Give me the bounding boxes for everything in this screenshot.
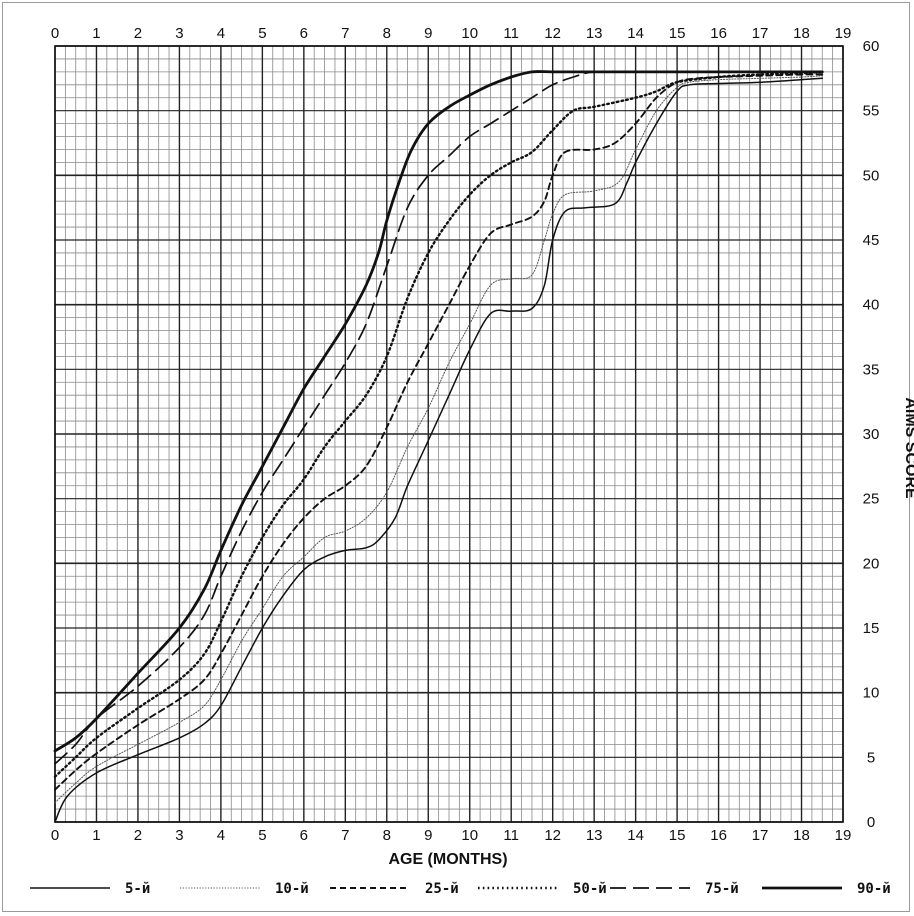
bottom-x-tick-label: 0 [51,827,59,844]
top-x-tick-label: 18 [793,25,810,42]
bottom-x-tick-label: 6 [300,827,308,844]
legend-label-0: 5-й [125,881,150,897]
top-x-tick-label: 16 [710,25,727,42]
bottom-x-tick-label: 12 [544,827,561,844]
y-axis-title: AIMS SCORE [902,397,914,499]
y-tick-label: 20 [863,555,880,572]
top-x-tick-label: 1 [92,25,100,42]
top-x-tick-label: 12 [544,25,561,42]
series-line-5 [53,70,824,753]
top-x-tick-label: 3 [175,25,183,42]
top-x-tick-label: 8 [383,25,391,42]
legend-label-3: 50-й [573,881,607,897]
y-tick-label: 25 [863,491,880,508]
bottom-x-tick-label: 3 [175,827,183,844]
top-x-tick-label: 7 [341,25,349,42]
top-x-tick-label: 0 [51,25,59,42]
legend-label-1: 10-й [275,881,309,897]
y-tick-label: 10 [863,685,880,702]
y-tick-label: 60 [863,38,880,55]
bottom-x-tick-label: 16 [710,827,727,844]
top-x-tick-label: 14 [627,25,644,42]
top-x-tick-label: 11 [503,25,519,42]
legend-label-5: 90-й [857,881,891,897]
top-x-tick-label: 2 [134,25,142,42]
series-line-3 [53,70,824,778]
legend-label-2: 25-й [425,881,459,897]
bottom-x-tick-label: 17 [752,827,769,844]
bottom-x-tick-label: 2 [134,827,142,844]
bottom-x-tick-label: 18 [793,827,810,844]
bottom-x-tick-label: 13 [586,827,603,844]
bottom-x-tick-label: 11 [503,827,519,844]
bottom-x-tick-label: 4 [217,827,225,844]
legend-label-4: 75-й [705,881,739,897]
top-x-tick-label: 5 [258,25,266,42]
bottom-x-tick-label: 14 [627,827,644,844]
bottom-x-tick-label: 9 [424,827,432,844]
bottom-x-tick-label: 15 [669,827,686,844]
y-tick-label: 40 [863,297,880,314]
series-line-2 [54,73,824,791]
series-line-0 [54,77,824,823]
top-x-tick-label: 4 [217,25,225,42]
bottom-x-tick-label: 1 [92,827,100,844]
y-tick-label: 55 [863,103,880,120]
major-grid [54,45,844,823]
bottom-x-tick-labels: 0 1 2 3 4 5 6 7 8 9 10 11 12 13 14 15 16 17 18 19 [51,827,852,844]
legend: 5-й 10-й 25-й 50-й 75-й 90-й [30,881,891,897]
y-tick-label: 30 [863,426,880,443]
y-tick-label: 35 [863,361,880,378]
top-x-tick-label: 9 [424,25,432,42]
bottom-x-tick-label: 10 [461,827,478,844]
top-x-tick-label: 10 [461,25,478,42]
series-line-1 [54,75,823,804]
x-axis-title: AGE (MONTHS) [388,851,507,868]
top-x-tick-label: 17 [752,25,769,42]
top-x-tick-labels: 0 1 2 3 4 5 6 7 8 9 10 11 12 13 14 15 16 17 18 19 [51,25,852,42]
top-x-tick-label: 6 [300,25,308,42]
y-tick-label: 15 [863,620,880,637]
bottom-x-tick-label: 8 [383,827,391,844]
top-x-tick-label: 13 [586,25,603,42]
bottom-x-tick-label: 7 [341,827,349,844]
plot-border [54,45,844,823]
bottom-x-tick-label: 19 [835,827,852,844]
top-x-tick-label: 19 [835,25,852,42]
series-lines [53,70,824,823]
y-tick-label: 5 [867,749,875,766]
y-tick-labels: 0 5 10 15 20 25 30 35 40 45 50 55 60 [863,38,880,831]
y-tick-label: 0 [867,814,875,831]
y-tick-label: 50 [863,167,880,184]
y-tick-label: 45 [863,232,880,249]
bottom-x-tick-label: 5 [258,827,266,844]
top-x-tick-label: 15 [669,25,686,42]
